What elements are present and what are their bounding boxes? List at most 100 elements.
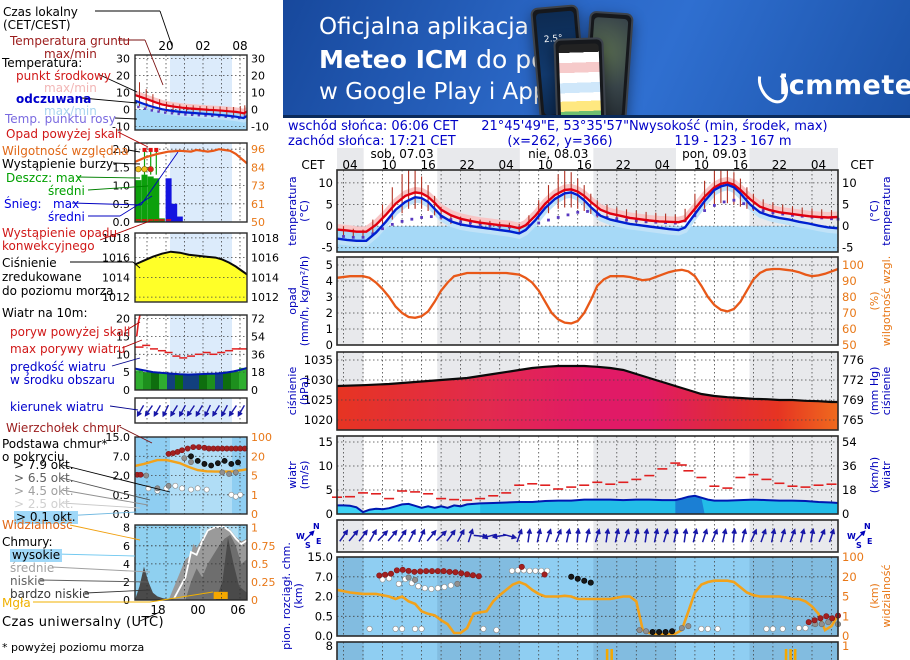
legend-gust-above-scale: poryw powyżej skali: [10, 325, 131, 339]
cloud-dot: [587, 579, 594, 586]
tick-label: 1: [251, 522, 258, 535]
tick-label: 10: [318, 176, 333, 190]
cloud-dot: [769, 625, 776, 632]
tick-label: 80: [842, 290, 857, 304]
tick-label: 20: [116, 69, 130, 82]
tick-label: 20: [251, 450, 265, 463]
cloud-dot: [469, 572, 476, 579]
coords: 21°45'49"E, 53°35'57"N: [481, 119, 639, 134]
legend-rain-mean: średni: [48, 184, 85, 198]
axis-label: temperatura: [286, 176, 299, 245]
tick-label: E: [316, 537, 321, 546]
series-humidity: [336, 267, 839, 325]
tick-label: 54: [842, 435, 857, 449]
grid-xy: (x=262, y=366): [507, 134, 613, 149]
legend-leader-line: [139, 611, 161, 622]
axis-label: opad: [286, 287, 299, 314]
tick-label: 7.0: [113, 450, 131, 463]
tick-label: 1012: [102, 291, 130, 304]
app-banner[interactable]: Oficjalna aplikacja Meteo ICM do pobrani…: [283, 0, 910, 118]
dew-point-dot: [595, 213, 599, 217]
legend-pressure-2: zredukowane: [2, 270, 82, 284]
dew-point-dot: [547, 218, 550, 222]
legend-leader-line: [109, 405, 139, 411]
day-label: nie, 08.03: [528, 147, 588, 161]
legend-wind-speed-1: prędkość wiatru: [10, 360, 106, 374]
cloud-dot: [393, 567, 400, 574]
tick-label: 30: [251, 52, 265, 65]
fog-mark: [789, 649, 792, 660]
tick-label: 5: [842, 590, 849, 604]
tick-label: 100: [842, 550, 864, 564]
cloud-dot: [418, 625, 425, 632]
hour-label: 16: [733, 158, 748, 172]
legend-leader-line: [112, 162, 141, 165]
rain-bar: [153, 178, 160, 222]
cet-label: CET: [850, 158, 874, 172]
legend-leader-line: [119, 195, 153, 217]
rain-bar: [141, 174, 148, 222]
tick-label: 0.5: [251, 558, 269, 571]
legend-local-time-2: (CET/CEST): [3, 18, 71, 32]
legend-leader-line: [84, 589, 151, 594]
legend-fog: Mgła: [2, 596, 31, 610]
cloud-dot: [779, 625, 786, 632]
legend-wind10m: Wiatr na 10m:: [2, 306, 88, 320]
series-feels-like: [336, 183, 839, 242]
tick-label: 6: [123, 540, 130, 553]
tick-label: 10: [251, 87, 265, 100]
axis-label: (°C): [298, 200, 311, 222]
cloud-dot: [399, 625, 406, 632]
legend-midpoint-temp: punkt środkowy: [16, 69, 111, 83]
legend-wind-dir: kierunek wiatru: [10, 400, 104, 414]
legend-leader-line: [87, 185, 149, 191]
tick-label: 5: [251, 470, 258, 483]
hour-label: 22: [772, 158, 787, 172]
mini-hour-label: 08: [232, 39, 247, 53]
below-zero-fill: [337, 226, 838, 252]
tick-label: 1018: [102, 232, 130, 245]
legend-convective-2: konwekcyjnego: [2, 239, 95, 253]
legend-feels-like: odczuwana: [16, 92, 92, 106]
cloud-dot: [532, 567, 539, 574]
dew-point-dot: [722, 200, 726, 204]
tick-label: 1016: [102, 252, 130, 265]
tick-label: 2: [326, 306, 333, 320]
cloud-dot: [440, 568, 447, 575]
cloud-dot: [649, 629, 656, 636]
tick-label: 3: [326, 290, 333, 304]
cloud-dot: [395, 580, 402, 587]
tick-label: 72: [251, 313, 265, 326]
cloud-dot: [464, 571, 471, 578]
day-label: pon, 09.03: [682, 147, 747, 161]
axis-label: ciśnienie: [880, 367, 893, 416]
legend-storm: Wystąpienie burzy: [2, 157, 114, 171]
hour-label: 04: [811, 158, 826, 172]
cloud-dot: [382, 571, 389, 578]
tick-label: 1: [251, 489, 258, 502]
cloud-dot: [541, 571, 548, 578]
series-pressure: [336, 364, 838, 404]
dew-point-dot: [449, 218, 453, 222]
cloud-dot: [366, 625, 373, 632]
cloud-dot: [434, 568, 441, 575]
legend-leader-line: [61, 502, 141, 509]
tick-label: 0: [842, 629, 849, 643]
tick-label: 2.0: [315, 590, 333, 604]
legend-leader-line: [69, 524, 141, 541]
legend-leader-line: [61, 477, 151, 501]
cloud-dot: [509, 567, 516, 574]
tick-label: 100: [842, 258, 864, 272]
dew-point-dot: [634, 219, 638, 223]
legend-clouds-low: niskie: [10, 574, 45, 588]
tick-label: 1014: [102, 271, 130, 284]
tick-label: -10: [112, 121, 130, 134]
legend-clouds-high: wysokie: [10, 548, 63, 562]
dew-point-dot: [351, 235, 355, 239]
axis-label: (%): [868, 291, 881, 310]
day-label: sob, 07.03: [370, 147, 433, 161]
dew-point-dot: [478, 222, 482, 226]
legend-leader-line: [144, 39, 164, 86]
tick-label: 15: [318, 435, 333, 449]
axis-label: (km): [292, 583, 305, 609]
